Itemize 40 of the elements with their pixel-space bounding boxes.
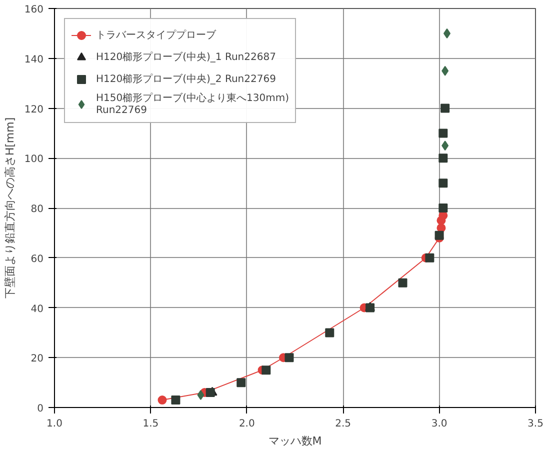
- legend-label: H120櫛形プローブ(中央)_1 Run22687: [96, 50, 276, 64]
- point: [284, 353, 294, 362]
- point: [171, 396, 180, 405]
- legend-label: H120櫛形プローブ(中央)_2 Run22769: [96, 72, 276, 86]
- legend-label: トラバースタイププローブ: [96, 28, 216, 42]
- x-tick-label: 3.0: [431, 418, 448, 430]
- point: [438, 128, 448, 138]
- point: [197, 390, 204, 400]
- x-tick-label: 2.0: [238, 418, 255, 430]
- y-tick-label: 100: [24, 154, 44, 166]
- point: [442, 140, 449, 151]
- point: [425, 253, 434, 262]
- point: [440, 104, 450, 113]
- y-tick-label: 120: [24, 104, 44, 116]
- point: [398, 278, 408, 288]
- point: [325, 328, 334, 338]
- x-tick-label: 3.5: [528, 418, 544, 430]
- y-tick-label: 40: [30, 304, 44, 315]
- y-axis-title: 下壁面より鉛直方向への高さH[mm]: [3, 117, 16, 299]
- x-tick-label: 1.5: [142, 418, 159, 430]
- point: [236, 378, 246, 388]
- point: [442, 66, 449, 76]
- point: [206, 388, 215, 398]
- y-tick-label: 60: [30, 254, 44, 265]
- point: [262, 366, 271, 375]
- point: [438, 204, 448, 212]
- y-tick-label: 0: [37, 404, 44, 414]
- point: [434, 230, 444, 240]
- point: [438, 178, 448, 188]
- y-tick-label: 20: [30, 354, 44, 365]
- point: [438, 154, 448, 163]
- point: [443, 28, 450, 38]
- x-tick-label: 2.5: [335, 418, 352, 430]
- y-tick-label: 140: [24, 54, 44, 66]
- y-tick-label: 80: [30, 204, 44, 215]
- x-axis-title: マッハ数M: [268, 434, 322, 448]
- point: [158, 396, 167, 405]
- x-tick-label: 1.0: [46, 418, 62, 430]
- legend-label: H150櫛形プローブ(中心より東へ130mm) Run22769: [96, 92, 289, 116]
- y-tick-label: 160: [24, 4, 44, 16]
